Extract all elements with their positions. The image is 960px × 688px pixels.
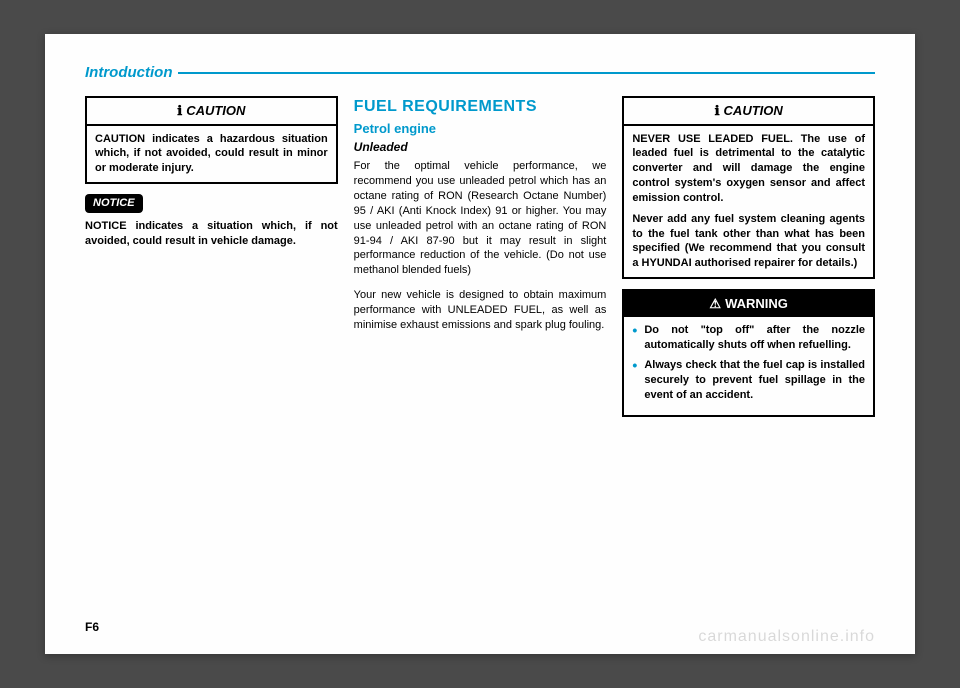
- warning-box: WARNING Do not "top off" after the nozzl…: [622, 289, 875, 417]
- warning-header: WARNING: [624, 291, 873, 317]
- column-1: CAUTION CAUTION indicates a hazardous si…: [85, 96, 338, 427]
- page-header: Introduction: [85, 64, 875, 81]
- manual-page: Introduction CAUTION CAUTION indicates a…: [45, 34, 915, 654]
- caution-header-2: CAUTION: [624, 98, 873, 126]
- caution-body-2: NEVER USE LEADED FUEL. The use of leaded…: [624, 126, 873, 278]
- notice-body: NOTICE indicates a situation which, if n…: [85, 219, 338, 249]
- section-title: FUEL REQUIREMENTS: [354, 96, 607, 118]
- column-2: FUEL REQUIREMENTS Petrol engine Unleaded…: [354, 96, 607, 427]
- caution-header: CAUTION: [87, 98, 336, 126]
- paragraph-1: For the optimal vehicle performance, we …: [354, 159, 607, 278]
- caution-body: CAUTION indicates a hazardous situation …: [87, 126, 336, 183]
- page-number: F6: [85, 620, 99, 634]
- caution-p1: NEVER USE LEADED FUEL. The use of leaded…: [632, 132, 865, 206]
- warning-bullet-2: Always check that the fuel cap is instal…: [632, 358, 865, 403]
- subsubsection-title: Unleaded: [354, 139, 607, 155]
- warning-list: Do not "top off" after the nozzle automa…: [632, 323, 865, 403]
- caution-box-2: CAUTION NEVER USE LEADED FUEL. The use o…: [622, 96, 875, 279]
- warning-bullet-1: Do not "top off" after the nozzle automa…: [632, 323, 865, 353]
- header-title: Introduction: [85, 64, 178, 81]
- paragraph-2: Your new vehicle is designed to obtain m…: [354, 288, 607, 333]
- column-3: CAUTION NEVER USE LEADED FUEL. The use o…: [622, 96, 875, 427]
- caution-box: CAUTION CAUTION indicates a hazardous si…: [85, 96, 338, 184]
- content-columns: CAUTION CAUTION indicates a hazardous si…: [85, 96, 875, 427]
- header-rule: [178, 72, 875, 74]
- notice-tag: NOTICE: [85, 194, 143, 213]
- warning-body: Do not "top off" after the nozzle automa…: [624, 317, 873, 415]
- watermark: carmanualsonline.info: [698, 628, 875, 646]
- subsection-title: Petrol engine: [354, 120, 607, 138]
- caution-p2: Never add any fuel system cleaning agent…: [632, 212, 865, 271]
